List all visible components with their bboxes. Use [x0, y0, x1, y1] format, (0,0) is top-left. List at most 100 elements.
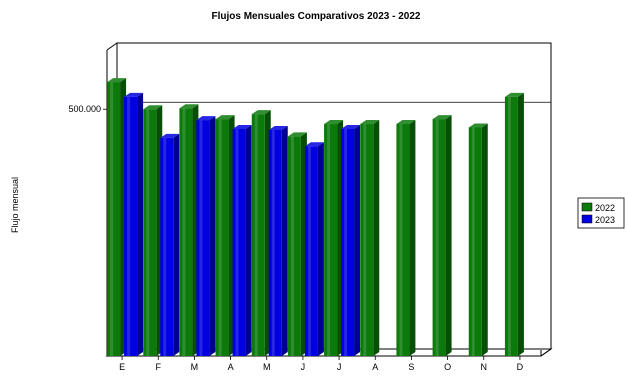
bar-top	[143, 105, 163, 110]
x-tick-label: M	[191, 362, 199, 372]
x-tick-label: E	[119, 362, 125, 372]
chart-title: Flujos Mensuales Comparativos 2023 - 202…	[212, 11, 421, 22]
bar-highlight	[218, 119, 222, 356]
x-tick-label: N	[481, 362, 488, 372]
bar-front	[304, 146, 318, 356]
bar-highlight	[254, 114, 258, 357]
bar-top	[324, 120, 344, 125]
bar-front	[215, 119, 229, 356]
legend-label: 2022	[595, 203, 615, 213]
bar-front	[160, 137, 174, 356]
bar-side	[354, 124, 361, 356]
bar-side	[137, 92, 144, 357]
legend-swatch	[581, 214, 593, 224]
bar-top	[196, 116, 216, 121]
bar-highlight	[271, 129, 275, 356]
bar-top	[160, 133, 180, 138]
bar-highlight	[507, 96, 511, 357]
bar-2022-M	[251, 110, 271, 357]
floor-right-edge	[540, 348, 552, 357]
bar-front	[179, 108, 193, 356]
bar-top	[251, 110, 271, 115]
bar-side	[409, 120, 416, 356]
x-tick-label: S	[408, 362, 414, 372]
bar-top	[360, 120, 380, 125]
bar-top	[179, 104, 199, 109]
bar-top	[468, 123, 488, 128]
x-tick-label: J	[337, 362, 342, 372]
bar-2023-F	[160, 133, 180, 356]
bar-side	[317, 142, 324, 356]
bar-highlight	[290, 136, 294, 356]
bar-front	[196, 120, 210, 357]
bar-highlight	[344, 128, 348, 356]
bar-front	[432, 119, 446, 356]
bar-front	[124, 96, 138, 357]
bar-front	[143, 109, 157, 357]
bar-2022-A	[215, 115, 235, 356]
bar-2022-D	[504, 92, 524, 357]
bar-2022-M	[179, 104, 199, 356]
bar-top	[215, 115, 235, 120]
bar-2022-F	[143, 105, 163, 357]
x-tick-label: A	[228, 362, 234, 372]
bar-top	[232, 124, 252, 129]
bar-highlight	[235, 128, 239, 356]
bar-top	[268, 125, 288, 130]
bar-2022-J	[287, 132, 307, 356]
bar-highlight	[363, 124, 367, 356]
x-tick-label: O	[444, 362, 451, 372]
bar-2023-E	[124, 92, 144, 357]
x-tick-label: F	[156, 362, 162, 372]
bar-2022-N	[468, 123, 488, 357]
legend: 2022 2023	[577, 197, 625, 229]
bar-front	[396, 124, 410, 356]
bar-2022-E	[107, 78, 127, 357]
gridlines	[106, 101, 551, 110]
bar-2023-A	[232, 124, 252, 356]
bar-side	[173, 133, 180, 356]
bar-highlight	[146, 109, 150, 357]
bar-2023-M	[196, 116, 216, 357]
x-tick-label: A	[372, 362, 378, 372]
bar-highlight	[110, 82, 114, 357]
x-tick-label: M	[263, 362, 271, 372]
bar-front	[232, 128, 246, 356]
x-tick-label: D	[517, 362, 524, 372]
bar-front	[268, 129, 282, 356]
bar-highlight	[471, 127, 475, 357]
legend-label: 2023	[595, 215, 615, 225]
bars	[107, 78, 524, 357]
bar-2022-S	[396, 120, 416, 356]
bar-top	[124, 92, 144, 97]
bar-front	[360, 124, 374, 356]
bar-front	[251, 114, 265, 357]
bar-front	[504, 96, 518, 357]
y-axis-ticks: 500.000	[68, 104, 107, 114]
bar-highlight	[307, 146, 311, 356]
bar-side	[245, 124, 252, 356]
bar-side	[517, 92, 524, 357]
left-wall-top	[106, 42, 118, 51]
bar-highlight	[182, 108, 186, 356]
bar-side	[481, 123, 488, 357]
bar-highlight	[127, 96, 131, 357]
bar-2023-J	[304, 142, 324, 356]
bar-top	[287, 132, 307, 137]
bar-side	[281, 125, 288, 357]
bar-2022-A	[360, 120, 380, 356]
y-axis-label: Flujo mensual	[10, 177, 20, 233]
bar-front	[341, 128, 355, 356]
bar-highlight	[399, 124, 403, 356]
bar-top	[107, 78, 127, 83]
bar-front	[107, 82, 121, 357]
bar-highlight	[327, 124, 331, 356]
bar-highlight	[163, 137, 167, 356]
bar-front	[324, 124, 338, 356]
legend-swatch	[581, 202, 593, 212]
bar-2022-O	[432, 115, 452, 356]
bar-2022-J	[324, 120, 344, 356]
bar-top	[432, 115, 452, 120]
